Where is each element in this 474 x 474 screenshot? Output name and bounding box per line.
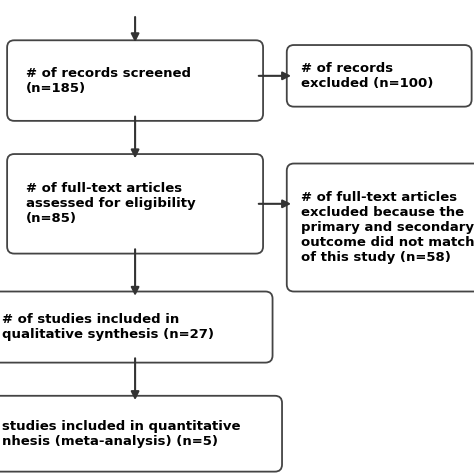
Text: # of records
excluded (n=100): # of records excluded (n=100): [301, 62, 433, 90]
Text: # of full-text articles
excluded because the
primary and secondary
outcome did n: # of full-text articles excluded because…: [301, 191, 474, 264]
FancyBboxPatch shape: [7, 154, 263, 254]
Text: # of records screened
(n=185): # of records screened (n=185): [26, 66, 191, 95]
FancyBboxPatch shape: [0, 396, 282, 472]
FancyBboxPatch shape: [287, 164, 474, 292]
FancyBboxPatch shape: [0, 292, 273, 363]
FancyBboxPatch shape: [7, 40, 263, 121]
Text: # of studies included in
qualitative synthesis (n=27): # of studies included in qualitative syn…: [2, 313, 214, 341]
Text: # of full-text articles
assessed for eligibility
(n=85): # of full-text articles assessed for eli…: [26, 182, 196, 225]
FancyBboxPatch shape: [287, 45, 472, 107]
Text: studies included in quantitative
nhesis (meta-analysis) (n=5): studies included in quantitative nhesis …: [2, 419, 241, 448]
